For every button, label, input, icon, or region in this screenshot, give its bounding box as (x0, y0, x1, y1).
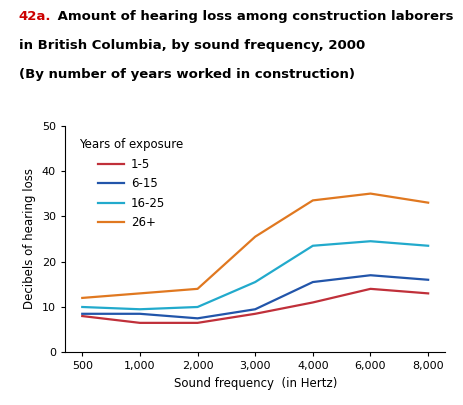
6-15 (137, 311, 143, 316)
Legend: 1-5, 6-15, 16-25, 26+: 1-5, 6-15, 16-25, 26+ (75, 134, 188, 234)
Line: 26+: 26+ (82, 194, 427, 298)
16-25 (137, 307, 143, 312)
1-5 (79, 313, 85, 318)
16-25 (309, 243, 315, 248)
26+ (79, 296, 85, 301)
6-15 (367, 273, 372, 278)
26+ (367, 191, 372, 196)
1-5 (309, 300, 315, 305)
Text: in British Columbia, by sound frequency, 2000: in British Columbia, by sound frequency,… (19, 39, 364, 52)
Line: 1-5: 1-5 (82, 289, 427, 323)
X-axis label: Sound frequency  (in Hertz): Sound frequency (in Hertz) (173, 377, 336, 390)
16-25 (367, 239, 372, 244)
Text: Amount of hearing loss among construction laborers: Amount of hearing loss among constructio… (53, 10, 453, 23)
6-15 (79, 311, 85, 316)
1-5 (194, 320, 200, 325)
16-25 (79, 305, 85, 309)
Text: (By number of years worked in construction): (By number of years worked in constructi… (19, 68, 354, 81)
Text: 42a.: 42a. (19, 10, 51, 23)
Line: 6-15: 6-15 (82, 275, 427, 318)
16-25 (252, 279, 257, 284)
6-15 (309, 279, 315, 284)
26+ (252, 234, 257, 239)
6-15 (252, 307, 257, 312)
Y-axis label: Decibels of hearing loss: Decibels of hearing loss (23, 168, 36, 309)
26+ (137, 291, 143, 296)
6-15 (425, 277, 430, 282)
Line: 16-25: 16-25 (82, 241, 427, 309)
6-15 (194, 316, 200, 321)
26+ (309, 198, 315, 203)
1-5 (425, 291, 430, 296)
1-5 (252, 311, 257, 316)
16-25 (194, 305, 200, 309)
26+ (425, 200, 430, 205)
1-5 (367, 286, 372, 291)
26+ (194, 286, 200, 291)
1-5 (137, 320, 143, 325)
16-25 (425, 243, 430, 248)
